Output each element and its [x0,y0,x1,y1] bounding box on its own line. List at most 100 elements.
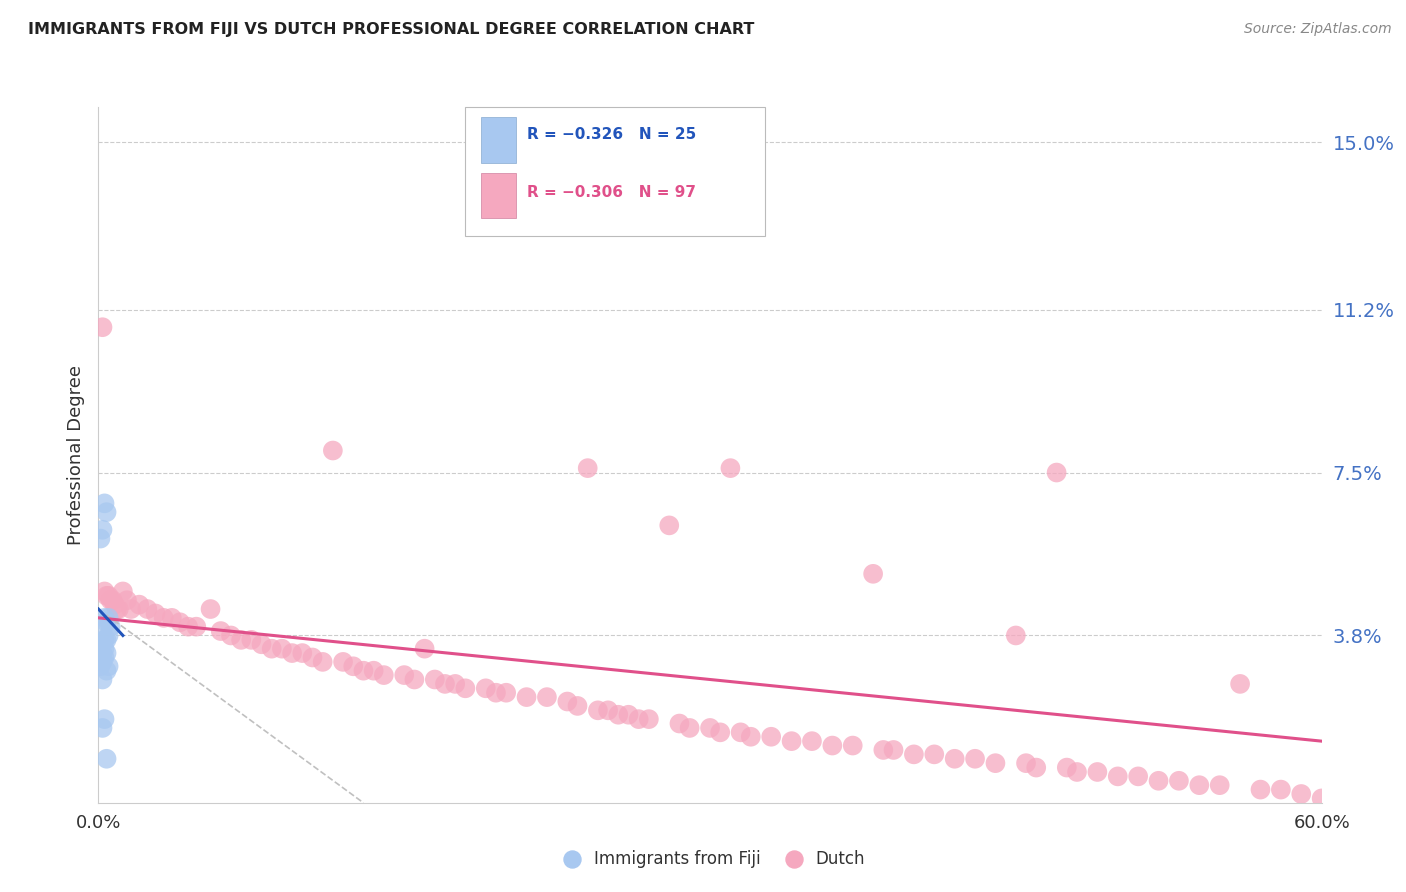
Point [136,602,159,616]
Point [576,461,599,475]
Point [312,655,335,669]
Point [373,668,395,682]
Y-axis label: Professional Degree: Professional Degree [66,365,84,545]
Text: R = −0.306   N = 97: R = −0.306 N = 97 [526,186,696,200]
Point [627,712,650,726]
Point [209,624,232,638]
Point [474,681,498,696]
Point [96,589,118,603]
Point [160,611,183,625]
Point [965,752,987,766]
Point [152,611,174,625]
Point [679,721,702,735]
Point [169,615,191,630]
Point [128,598,150,612]
Point [322,443,344,458]
Point [96,615,118,630]
Legend: Immigrants from Fiji, Dutch: Immigrants from Fiji, Dutch [548,843,872,874]
Point [104,598,127,612]
Point [709,725,731,739]
Point [120,602,142,616]
Point [291,646,314,660]
Point [1004,628,1026,642]
Point [93,584,115,599]
Point [332,655,354,669]
Point [598,703,620,717]
Point [718,461,742,475]
Point [260,641,283,656]
Point [105,602,128,616]
Point [392,668,416,682]
Point [1291,787,1313,801]
Point [97,659,120,673]
Point [658,518,681,533]
Point [89,532,111,546]
Point [97,589,120,603]
Point [89,659,111,673]
Point [100,593,122,607]
Point [1025,761,1047,775]
Point [922,747,945,762]
Point [1056,761,1078,775]
Point [342,659,364,673]
Point [423,673,446,687]
Point [984,756,1007,771]
Point [219,628,242,642]
Point [177,620,200,634]
Point [240,632,263,647]
Point [404,673,426,687]
Point [495,686,517,700]
Point [96,505,118,519]
Point [444,677,467,691]
Point [1066,764,1088,779]
Point [801,734,824,748]
Point [668,716,690,731]
Point [89,637,111,651]
FancyBboxPatch shape [481,173,516,219]
Point [115,593,138,607]
Point [1085,764,1108,779]
Point [231,632,253,647]
Point [91,624,114,638]
Point [93,632,115,647]
Point [1270,782,1292,797]
Point [1147,773,1170,788]
Text: R = −0.326   N = 25: R = −0.326 N = 25 [526,128,696,143]
Point [536,690,558,705]
Point [1107,769,1129,783]
Point [93,611,115,625]
Point [200,602,222,616]
Point [93,641,115,656]
Point [780,734,803,748]
Point [1249,782,1271,797]
Point [91,655,114,669]
Point [352,664,374,678]
Point [96,752,118,766]
Point [1167,773,1189,788]
Point [250,637,273,651]
Point [97,611,120,625]
Point [301,650,323,665]
Point [363,664,385,678]
Point [821,739,844,753]
Point [872,743,894,757]
Point [93,496,115,510]
Point [93,712,115,726]
Point [91,320,114,334]
Point [96,664,118,678]
Point [516,690,538,705]
Point [1015,756,1038,771]
Point [730,725,752,739]
Point [1045,466,1069,480]
Point [270,641,294,656]
Point [93,650,115,665]
FancyBboxPatch shape [481,118,516,162]
Point [186,620,208,634]
Text: Source: ZipAtlas.com: Source: ZipAtlas.com [1244,22,1392,37]
Text: IMMIGRANTS FROM FIJI VS DUTCH PROFESSIONAL DEGREE CORRELATION CHART: IMMIGRANTS FROM FIJI VS DUTCH PROFESSION… [28,22,755,37]
Point [97,628,120,642]
Point [841,739,863,753]
FancyBboxPatch shape [465,107,765,235]
Point [1209,778,1232,792]
Point [567,698,589,713]
